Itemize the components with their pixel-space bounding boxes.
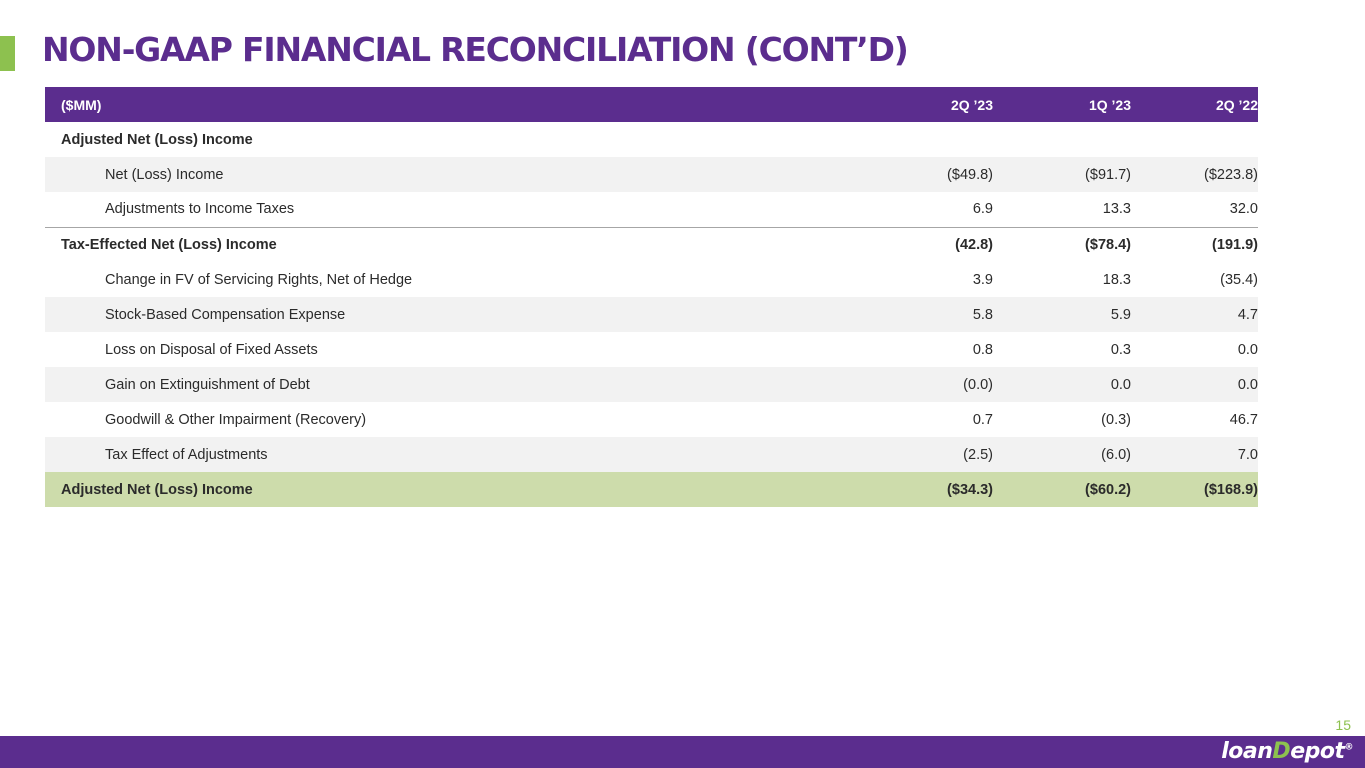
total-row: Adjusted Net (Loss) Income ($34.3) ($60.… — [45, 472, 1258, 507]
cell-2q23: 0.8 — [972, 341, 993, 358]
row-label: Gain on Extinguishment of Debt — [45, 367, 865, 402]
cell-2q22: 32.0 — [1229, 201, 1258, 218]
cell-2q22: ($223.8) — [1131, 157, 1258, 192]
table-row: Tax Effect of Adjustments (2.5) (6.0) 7.… — [45, 437, 1258, 472]
cell-2q23: 0.7 — [972, 411, 993, 428]
cell-2q22: 46.7 — [1229, 411, 1258, 428]
subtotal-row: Tax-Effected Net (Loss) Income (42.8) ($… — [45, 226, 1258, 262]
cell-2q23: 5.8 — [865, 297, 993, 332]
row-label: Adjustments to Income Taxes — [105, 201, 295, 218]
cell-1q23: ($60.2) — [993, 472, 1131, 507]
cell-2q22: 0.0 — [1131, 367, 1258, 402]
cell-2q22: (191.9) — [1131, 226, 1258, 262]
page-number: 15 — [1335, 717, 1351, 733]
cell-1q23: 13.3 — [1102, 201, 1131, 218]
cell-2q23: 3.9 — [972, 271, 993, 288]
table-header-row: ($MM) 2Q ’23 1Q ’23 2Q ’22 — [45, 87, 1258, 122]
row-label: Change in FV of Servicing Rights, Net of… — [105, 271, 413, 288]
table-row: Change in FV of Servicing Rights, Net of… — [45, 262, 1258, 297]
cell-1q23: ($91.7) — [993, 157, 1131, 192]
cell-2q23: (42.8) — [865, 226, 993, 262]
reconciliation-table: ($MM) 2Q ’23 1Q ’23 2Q ’22 Adjusted Net … — [45, 87, 1258, 507]
cell-2q23: (2.5) — [865, 437, 993, 472]
logo-registered-mark: ® — [1344, 742, 1354, 753]
row-label: Tax Effect of Adjustments — [45, 437, 865, 472]
header-2q23: 2Q ’23 — [865, 87, 993, 122]
cell-2q22: ($168.9) — [1131, 472, 1258, 507]
cell-2q22 — [1131, 122, 1258, 157]
cell-2q22: 4.7 — [1131, 297, 1258, 332]
footer-bar: loanDepot® — [0, 736, 1365, 768]
cell-2q23: ($49.8) — [865, 157, 993, 192]
cell-1q23 — [993, 122, 1131, 157]
row-label: Adjusted Net (Loss) Income — [61, 131, 253, 148]
row-label: Adjusted Net (Loss) Income — [45, 472, 865, 507]
row-label: Stock-Based Compensation Expense — [45, 297, 865, 332]
cell-1q23: 5.9 — [993, 297, 1131, 332]
cell-1q23: (0.3) — [1101, 411, 1131, 428]
cell-1q23: 18.3 — [1102, 271, 1131, 288]
cell-2q22: 7.0 — [1131, 437, 1258, 472]
logo-text-right: epot — [1290, 739, 1345, 764]
company-logo: loanDepot® — [1221, 739, 1353, 764]
table-row: Stock-Based Compensation Expense 5.8 5.9… — [45, 297, 1258, 332]
table-row: Goodwill & Other Impairment (Recovery) 0… — [45, 402, 1258, 437]
row-label: Goodwill & Other Impairment (Recovery) — [105, 411, 367, 428]
cell-2q22: (35.4) — [1220, 271, 1258, 288]
cell-2q23: ($34.3) — [865, 472, 993, 507]
logo-mark: D — [1272, 739, 1291, 764]
header-1q23: 1Q ’23 — [993, 87, 1131, 122]
cell-1q23: ($78.4) — [993, 226, 1131, 262]
page-title: NON-GAAP FINANCIAL RECONCILIATION (CONT’… — [42, 30, 909, 69]
table-row: Loss on Disposal of Fixed Assets 0.8 0.3… — [45, 332, 1258, 367]
section-row: Adjusted Net (Loss) Income — [45, 122, 1258, 157]
table-row: Adjustments to Income Taxes 6.9 13.3 32.… — [45, 192, 1258, 227]
row-label: Tax-Effected Net (Loss) Income — [45, 226, 865, 262]
cell-2q23: 6.9 — [972, 201, 993, 218]
cell-1q23: (6.0) — [993, 437, 1131, 472]
logo-text-left: loan — [1221, 739, 1273, 764]
row-label: Net (Loss) Income — [45, 157, 865, 192]
table-row: Gain on Extinguishment of Debt (0.0) 0.0… — [45, 367, 1258, 402]
cell-1q23: 0.0 — [993, 367, 1131, 402]
header-2q22: 2Q ’22 — [1131, 87, 1258, 122]
cell-2q22: 0.0 — [1237, 341, 1258, 358]
header-units: ($MM) — [45, 87, 865, 122]
row-label: Loss on Disposal of Fixed Assets — [105, 341, 318, 358]
cell-2q23 — [865, 122, 993, 157]
cell-2q23: (0.0) — [865, 367, 993, 402]
cell-1q23: 0.3 — [1110, 341, 1131, 358]
title-accent-bar — [0, 36, 15, 71]
table-row: Net (Loss) Income ($49.8) ($91.7) ($223.… — [45, 157, 1258, 192]
